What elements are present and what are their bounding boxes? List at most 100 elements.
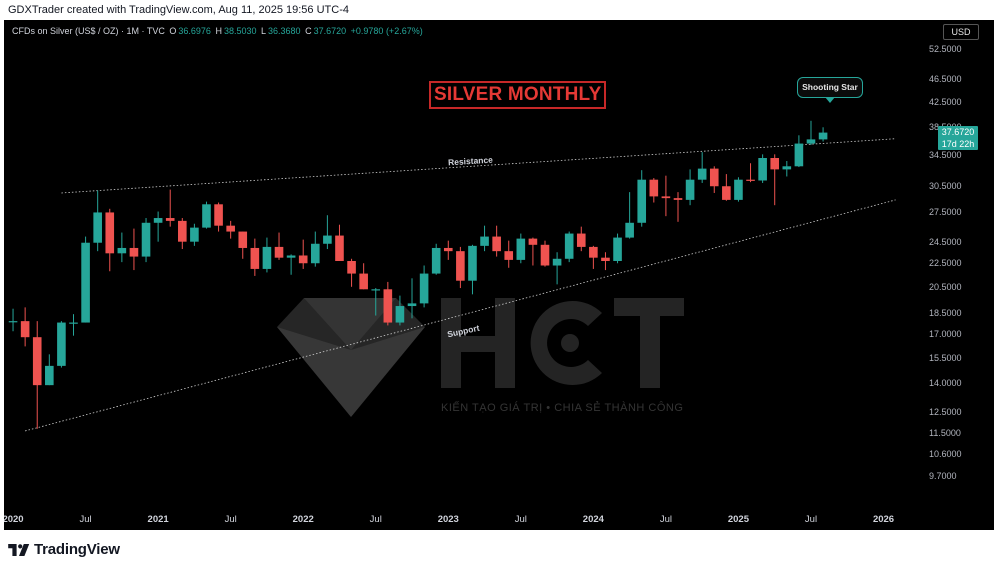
candle-body [8,321,18,323]
y-tick-label: 52.5000 [929,43,962,54]
candle-body [165,218,175,221]
candle-body [69,322,78,324]
candle-body [709,168,719,187]
legend-high-label: H [215,26,222,36]
candle-body [153,218,163,223]
legend-change: +0.9780 (+2.67%) [350,26,423,36]
watermark-dot [561,334,579,352]
candle-body [371,289,381,291]
candle-body [722,186,731,200]
legend-close: 37.6720 [313,26,347,36]
candle-body [32,337,42,386]
candle-body [431,247,441,274]
candle-body [625,222,634,238]
x-tick-label: Jul [514,514,527,525]
watermark-letter-h-right [495,298,515,388]
candles [8,120,828,429]
x-tick-label: 2021 [147,514,169,525]
candle-body [93,212,102,243]
candle-body [492,236,501,252]
candle-body [274,246,284,258]
candle-body [117,247,127,254]
y-tick-label: 42.5000 [929,97,962,108]
watermark-letter-c [530,301,602,386]
watermark-diamond-shape [277,298,425,417]
candle-body [105,212,115,254]
candle-body [456,251,465,281]
chart-area[interactable]: CFDs on Silver (US$ / OZ) · 1M · TVC O 36… [4,20,994,530]
candle-body [540,244,550,266]
watermark-diamond-facet [304,298,396,350]
candle-body [45,365,54,386]
tradingview-logo-icon [8,544,30,556]
created-by-text: GDXTrader created with TradingView.com, … [8,4,349,16]
candle-body [746,179,755,181]
watermark-diamond-facet [277,327,425,417]
bar-countdown: 17d 22h [941,139,975,149]
candle-body [770,158,780,170]
candle-body [226,225,235,232]
currency-button[interactable]: USD [943,24,979,40]
candle-body [504,251,514,260]
y-tick-label: 46.5000 [929,74,962,85]
candle-body [57,322,66,366]
candle-body [129,247,139,257]
candle-body [298,255,308,264]
candle-body [516,238,526,260]
candle-body [661,196,671,199]
y-tick-label: 22.5000 [929,258,962,269]
candle-body [443,247,453,252]
candle-body [589,246,598,258]
candle-body [649,179,659,197]
x-tick-label: 2023 [437,514,459,525]
candle-body [178,220,187,242]
y-tick-label: 27.5000 [929,207,962,218]
y-tick-label: 14.0000 [929,378,962,389]
legend-open: 36.6976 [178,26,211,36]
candle-body [637,179,647,223]
candle-body [601,257,610,262]
y-tick-label: 18.5000 [929,307,962,318]
watermark-letter-h-left [441,298,461,388]
candle-body [407,303,417,307]
candle-body [528,238,538,245]
candle-body [383,289,393,323]
legend-low: 36.3680 [268,26,301,36]
tradingview-brand: TradingView [34,541,120,558]
chart-title: SILVER MONTHLY [429,81,607,109]
candle-body [323,235,332,244]
top-bar: GDXTrader created with TradingView.com, … [0,0,998,20]
candle-body [613,237,622,262]
candle-body [20,321,30,338]
candle-body [141,222,151,257]
x-tick-label: Jul [804,514,818,525]
candle-body [359,273,368,290]
y-tick-label: 10.6000 [929,448,962,459]
candle-body [214,204,223,226]
x-tick-label: Jul [659,514,672,525]
candle-body [480,236,489,246]
chart-canvas[interactable] [4,20,994,530]
candle-body [782,166,792,170]
candle-body [552,258,562,266]
hct-watermark-logo [277,298,684,417]
candle-body [395,306,405,323]
x-tick-label: 2020 [4,514,24,525]
candle-body [238,231,248,248]
candle-body [419,273,429,304]
y-tick-label: 34.5000 [929,150,962,161]
y-tick-label: 24.5000 [929,236,962,247]
candle-body [818,132,828,140]
resistance-trendline[interactable] [61,138,896,194]
watermark-letter-t-top [614,298,684,316]
candle-body [697,168,707,180]
x-tick-label: 2025 [727,514,750,525]
legend-high: 38.5030 [223,26,257,36]
candle-body [190,227,199,242]
watermark-letter-h-bar [461,336,495,352]
symbol-legend: CFDs on Silver (US$ / OZ) · 1M · TVC O 36… [12,26,425,36]
x-tick-label: Jul [224,514,237,525]
watermark-letter-t-stem [640,316,660,388]
legend-symbol: CFDs on Silver (US$ / OZ) · 1M · TVC [12,26,165,36]
trendlines [25,138,896,432]
